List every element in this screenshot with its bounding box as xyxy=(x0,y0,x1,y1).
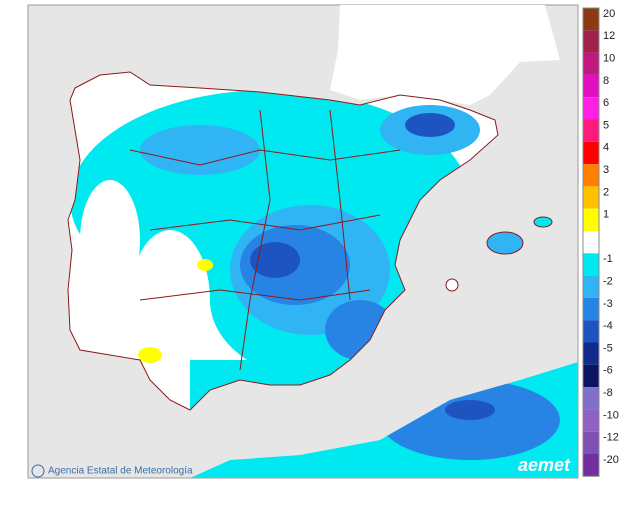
legend-swatch xyxy=(583,454,599,477)
coastline xyxy=(67,71,499,411)
legend-swatch xyxy=(583,431,599,454)
legend-swatch xyxy=(583,342,599,365)
legend-swatch xyxy=(583,141,599,165)
legend-swatch xyxy=(583,164,599,187)
legend-swatch xyxy=(583,52,599,75)
legend-label: 1 xyxy=(603,209,609,221)
legend-swatch xyxy=(583,364,599,388)
legend-label: 20 xyxy=(603,8,615,20)
anomaly-area xyxy=(140,125,260,175)
legend-label: -5 xyxy=(603,342,613,354)
legend-swatch xyxy=(583,8,599,31)
legend-label: -1 xyxy=(603,253,613,265)
anomaly-area xyxy=(197,259,213,271)
legend-label: -4 xyxy=(603,320,613,332)
legend-frame xyxy=(582,7,600,477)
logo-text: aemet xyxy=(518,455,571,475)
anomaly-area xyxy=(405,113,455,137)
legend-label: 4 xyxy=(603,142,609,154)
logo-icon xyxy=(31,464,45,478)
legend-swatch xyxy=(583,320,599,343)
legend-swatch xyxy=(583,186,599,209)
legend-label: 6 xyxy=(603,97,609,109)
legend-label: 2 xyxy=(603,186,609,198)
legend-swatch xyxy=(583,74,599,98)
legend-swatch xyxy=(583,409,599,432)
legend-label: 5 xyxy=(603,119,609,131)
legend-label: -2 xyxy=(603,276,613,288)
legend-swatch xyxy=(583,387,599,410)
agency-credit: Agencia Estatal de Meteorología xyxy=(48,466,193,477)
legend-label: -6 xyxy=(603,365,613,377)
legend-label: 3 xyxy=(603,164,609,176)
legend-swatch xyxy=(583,30,599,53)
legend: 20 12 10 8 6 5 4 3 2 1 -1 -2 -3 -4 -5 -6 -8 -10 -12 -20 xyxy=(582,7,619,477)
borders xyxy=(67,71,499,411)
anomaly-area xyxy=(138,347,162,363)
legend-swatch xyxy=(583,97,599,120)
mallorca xyxy=(486,231,524,255)
anomaly-area xyxy=(250,242,300,278)
anomaly-area xyxy=(445,400,495,420)
legend-label: -8 xyxy=(603,387,613,399)
menorca xyxy=(533,216,553,228)
legend-swatch xyxy=(583,253,599,276)
legend-swatch xyxy=(583,208,599,231)
legend-swatch xyxy=(583,297,599,321)
anomaly-area xyxy=(80,180,140,300)
ibiza xyxy=(445,278,459,292)
legend-swatch xyxy=(583,119,599,142)
legend-label: -10 xyxy=(603,409,619,421)
anomaly-area xyxy=(130,230,210,370)
legend-label: 12 xyxy=(603,30,615,42)
legend-label: -12 xyxy=(603,432,619,444)
france-land xyxy=(330,5,560,105)
region-borders xyxy=(129,109,401,371)
legend-label: -20 xyxy=(603,454,619,466)
legend-label: -3 xyxy=(603,298,613,310)
legend-label: 8 xyxy=(603,75,609,87)
legend-swatch xyxy=(583,275,599,298)
legend-label: 10 xyxy=(603,53,615,65)
